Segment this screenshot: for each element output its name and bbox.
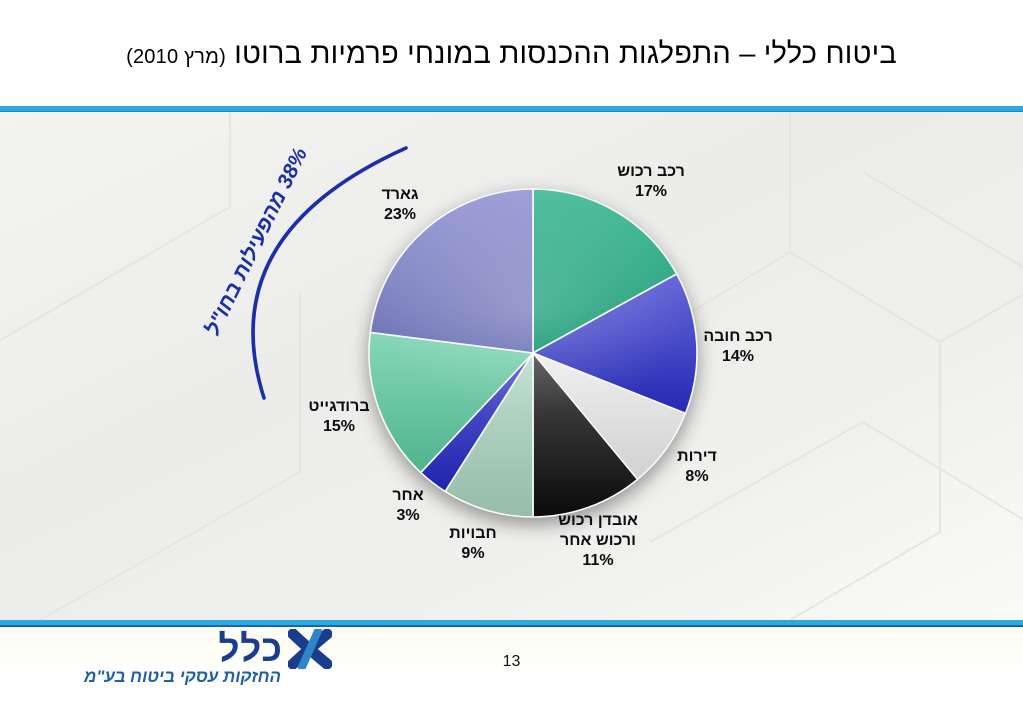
- slide-footer: כלל החזקות עסקי ביטוח בע"מ 13: [0, 627, 1023, 708]
- background-pattern: [0, 112, 1023, 620]
- pie-label-6: ברודגייט 15%: [308, 398, 370, 435]
- footer-divider-line: [0, 620, 1023, 627]
- pie-label-2: דירות 8%: [677, 448, 717, 485]
- clal-logo: כלל החזקות עסקי ביטוח בע"מ: [70, 629, 332, 687]
- clal-logo-tagline: החזקות עסקי ביטוח בע"מ: [84, 667, 282, 686]
- pie-chart: [251, 146, 698, 518]
- slide-title: ביטוח כללי – התפלגות ההכנסות במונחי פרמי…: [0, 38, 1023, 71]
- pie-label-4: חבויות 9%: [449, 525, 497, 562]
- pie-label-3: אובדן רכוש ורכוש אחר 11%: [558, 512, 638, 569]
- title-area: ביטוח כללי – התפלגות ההכנסות במונחי פרמי…: [0, 0, 1023, 106]
- pie-label-5: אחר 3%: [392, 487, 424, 524]
- title-divider-line: [0, 106, 1023, 112]
- slide-title-date: (מרץ 2010): [126, 46, 226, 68]
- pie-gloss-highlight: [375, 203, 691, 413]
- pie-label-1: רכב חובה 14%: [703, 328, 773, 365]
- annotation-arc: [251, 146, 408, 400]
- clal-logo-wordmark: כלל: [218, 628, 283, 669]
- slide-title-main: ביטוח כללי – התפלגות ההכנסות במונחי פרמי…: [234, 38, 897, 70]
- pie-label-7: גארד 23%: [381, 186, 419, 223]
- clal-logo-row: כלל: [70, 629, 332, 669]
- slide-content: רכב רכוש 17% רכב חובה 14% דירות 8% אובדן רכוש ו…: [0, 112, 1023, 620]
- clal-logo-icon: [288, 629, 332, 669]
- page-number: 13: [502, 653, 521, 670]
- pie-label-0: רכב רכוש 17%: [617, 163, 685, 200]
